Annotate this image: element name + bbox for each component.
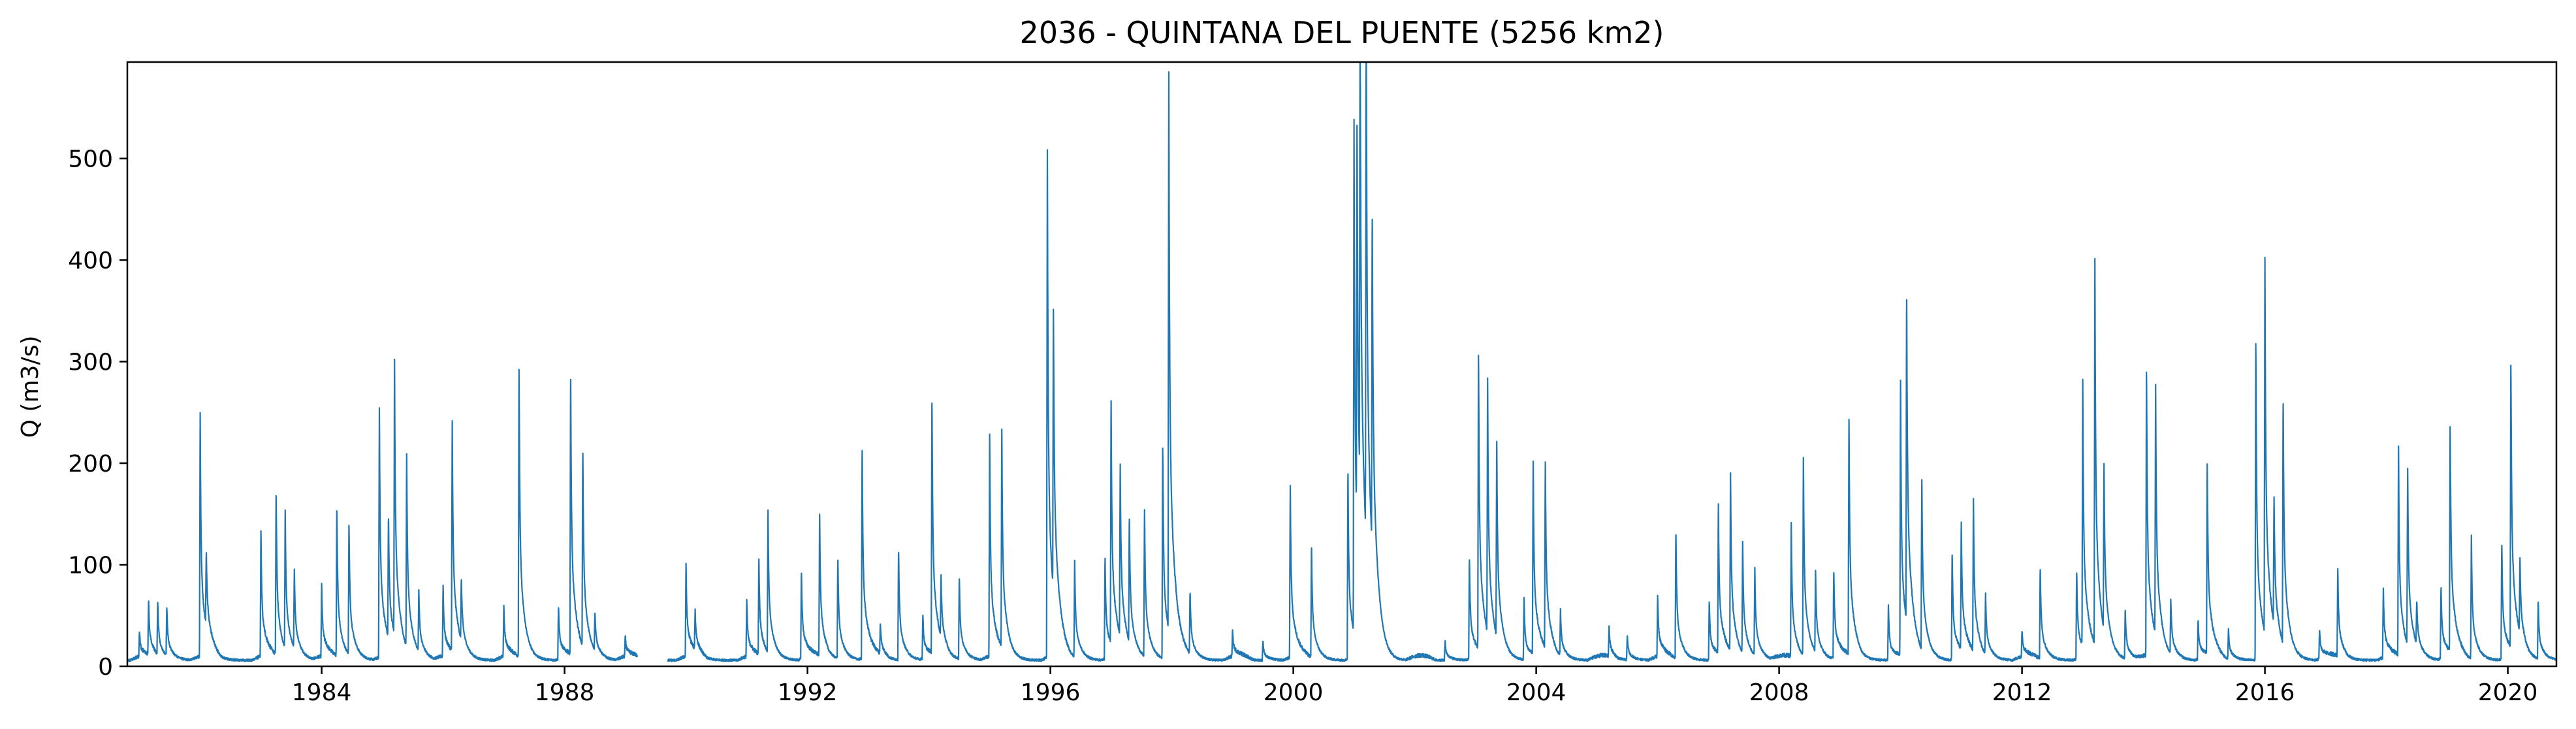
- y-tick-label: 0: [98, 654, 113, 681]
- x-tick-label: 1992: [778, 679, 838, 706]
- y-tick-label: 100: [68, 553, 113, 579]
- chart-title: 2036 - QUINTANA DEL PUENTE (5256 km2): [1020, 15, 1664, 50]
- y-tick-label: 200: [68, 451, 113, 478]
- x-axis: 1984 1988 1992 1996 2000 2004 2008 2012 2016 2020: [292, 666, 2538, 706]
- x-tick-label: 1984: [292, 679, 352, 706]
- y-axis: 0 100 200 300 400 500: [68, 146, 127, 681]
- y-tick-label: 500: [68, 146, 113, 173]
- plot-frame: [126, 61, 2558, 668]
- y-axis-label: Q (m3/s): [17, 336, 44, 438]
- x-tick-label: 2000: [1264, 679, 1324, 706]
- plot-area: [127, 62, 2556, 662]
- x-tick-label: 2008: [1749, 679, 1809, 706]
- x-tick-label: 2012: [1992, 679, 2052, 706]
- series-line-segment-1: [127, 359, 639, 662]
- x-tick-label: 2004: [1506, 679, 1566, 706]
- x-tick-label: 1996: [1021, 679, 1081, 706]
- series-line-segment-2: [667, 62, 2556, 662]
- x-tick-label: 2020: [2478, 679, 2538, 706]
- y-tick-label: 300: [68, 349, 113, 376]
- x-tick-label: 1988: [535, 679, 595, 706]
- x-tick-label: 2016: [2235, 679, 2295, 706]
- y-tick-label: 400: [68, 248, 113, 274]
